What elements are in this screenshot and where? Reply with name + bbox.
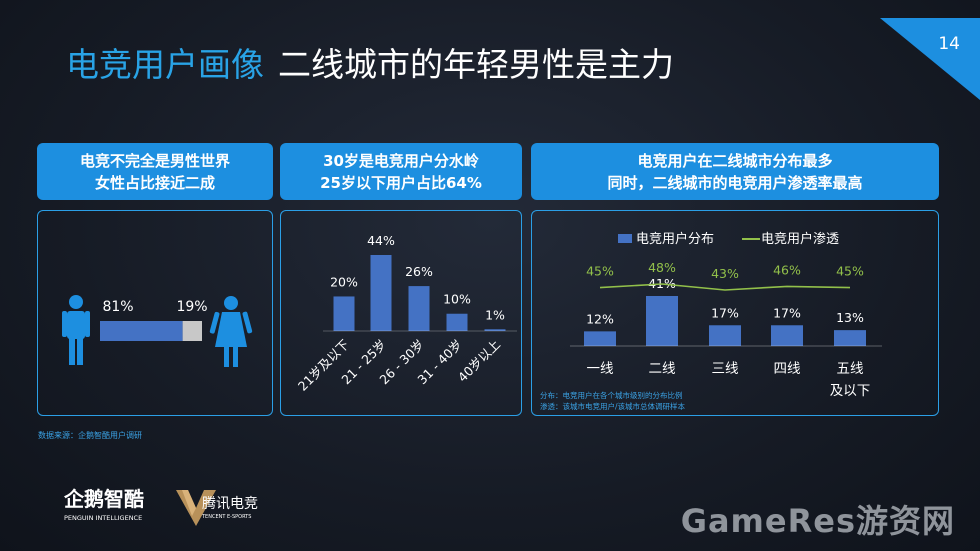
city-bar-label: 12% bbox=[586, 311, 614, 326]
label-female-pct: 19% bbox=[176, 299, 207, 315]
penetration-label: 46% bbox=[773, 262, 801, 277]
age-bar-label: 44% bbox=[367, 233, 395, 248]
panel-header-gender: 电竞不完全是男性世界 女性占比接近二成 bbox=[37, 143, 273, 200]
city-bar bbox=[646, 296, 678, 346]
city-tick-label: 一线 bbox=[587, 361, 614, 377]
header-line-2: 同时，二线城市的电竞用户渗透率最高 bbox=[607, 173, 863, 192]
city-bar bbox=[834, 330, 866, 346]
age-tick-label: 40岁以上 bbox=[455, 337, 503, 385]
legend-bar-swatch bbox=[618, 234, 632, 243]
city-tick-label: 三线 bbox=[712, 361, 739, 377]
panel-header-city: 电竞用户在二线城市分布最多 同时，二线城市的电竞用户渗透率最高 bbox=[531, 143, 939, 200]
label-male-pct: 81% bbox=[102, 299, 133, 315]
age-bar-label: 10% bbox=[443, 292, 471, 307]
male-icon bbox=[62, 295, 90, 365]
logo-tencent-esports-icon bbox=[176, 490, 216, 526]
bar-male bbox=[100, 321, 183, 341]
city-tick-label: 及以下 bbox=[830, 383, 871, 399]
city-bar bbox=[771, 325, 803, 346]
age-bar bbox=[446, 313, 468, 331]
header-line-1: 电竞不完全是男性世界 bbox=[79, 151, 230, 170]
penetration-label: 45% bbox=[586, 264, 614, 279]
chart-note: 渗透：该城市电竞用户/该城市总体调研样本 bbox=[540, 401, 686, 411]
age-bar bbox=[484, 329, 506, 331]
city-tick-label: 二线 bbox=[649, 361, 676, 377]
legend-line-label: 电竞用户渗透 bbox=[761, 231, 839, 247]
title-highlight: 电竞用户画像 bbox=[66, 45, 264, 84]
city-tick-label: 四线 bbox=[774, 361, 801, 377]
logo-penguin-sub: PENGUIN INTELLIGENCE bbox=[64, 514, 142, 522]
age-panel: 20% 21岁及以下 44% 21 - 25岁 26% 26 - 30岁 10% 31 - 4… bbox=[280, 210, 522, 416]
city-tick-label: 五线 bbox=[837, 361, 864, 377]
female-icon bbox=[209, 296, 253, 367]
penetration-label: 48% bbox=[648, 260, 676, 275]
city-panel: 电竞用户分布 电竞用户渗透 12% 41% 17% 17% 13% 45% 48% 43% 46% 4… bbox=[531, 210, 939, 416]
age-tick-label: 21岁及以下 bbox=[295, 337, 352, 394]
city-bar-label: 13% bbox=[836, 310, 864, 325]
page-title: 电竞用户画像 二线城市的年轻男性是主力 bbox=[66, 38, 674, 86]
header-line-2: 25岁以下用户占比64% bbox=[320, 173, 482, 192]
header-line-1: 电竞用户在二线城市分布最多 bbox=[637, 151, 833, 170]
panel-header-age: 30岁是电竞用户分水岭 25岁以下用户占比64% bbox=[280, 143, 522, 200]
watermark: GameRes游资网 bbox=[680, 502, 955, 540]
legend-bar-label: 电竞用户分布 bbox=[636, 231, 714, 247]
city-bar-label: 17% bbox=[773, 305, 801, 320]
logo-tencent-sub: TENCENT E-SPORTS bbox=[201, 514, 251, 520]
bar-female bbox=[182, 321, 202, 341]
city-bar bbox=[709, 325, 741, 346]
city-bar bbox=[584, 331, 616, 346]
logo-tencent-main: 腾讯电竞 bbox=[202, 495, 258, 512]
city-bar-label: 17% bbox=[711, 305, 739, 320]
title-rest: 二线城市的年轻男性是主力 bbox=[278, 45, 674, 84]
data-source: 数据来源：企鹅智酷用户调研 bbox=[38, 431, 142, 440]
corner-tab bbox=[880, 0, 980, 100]
penetration-line bbox=[599, 283, 851, 291]
logo-penguin-main: 企鹅智酷 bbox=[64, 487, 144, 511]
penetration-label: 43% bbox=[711, 266, 739, 281]
footer-logos: 企鹅智酷 PENGUIN INTELLIGENCE 腾讯电竞 TENCENT E… bbox=[63, 486, 324, 530]
header-line-2: 女性占比接近二成 bbox=[94, 173, 215, 192]
age-bar-label: 20% bbox=[330, 274, 358, 289]
age-bar-label: 26% bbox=[405, 264, 433, 279]
page-number: 14 bbox=[938, 34, 960, 54]
age-bar bbox=[333, 296, 355, 331]
age-bar bbox=[370, 255, 392, 331]
gender-panel: 81% 19% bbox=[37, 210, 273, 416]
chart-note: 分布：电竞用户在各个城市级别的分布比例 bbox=[540, 390, 683, 400]
penetration-label: 45% bbox=[836, 264, 864, 279]
age-bar bbox=[408, 286, 430, 331]
header-line-1: 30岁是电竞用户分水岭 bbox=[323, 151, 479, 170]
age-bar-label: 1% bbox=[485, 307, 505, 322]
gender-chart: 81% 19% bbox=[62, 295, 253, 367]
